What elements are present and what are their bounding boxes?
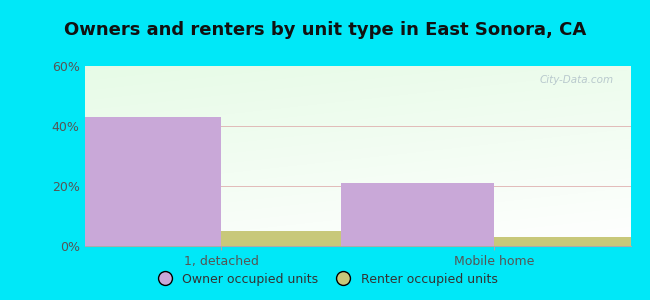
Bar [221, 231, 374, 246]
Legend: Owner occupied units, Renter occupied units: Owner occupied units, Renter occupied un… [148, 268, 502, 291]
Text: City-Data.com: City-Data.com [540, 75, 614, 85]
Bar [68, 117, 221, 246]
Text: Owners and renters by unit type in East Sonora, CA: Owners and renters by unit type in East … [64, 21, 586, 39]
Bar [494, 237, 647, 246]
Bar [341, 183, 494, 246]
